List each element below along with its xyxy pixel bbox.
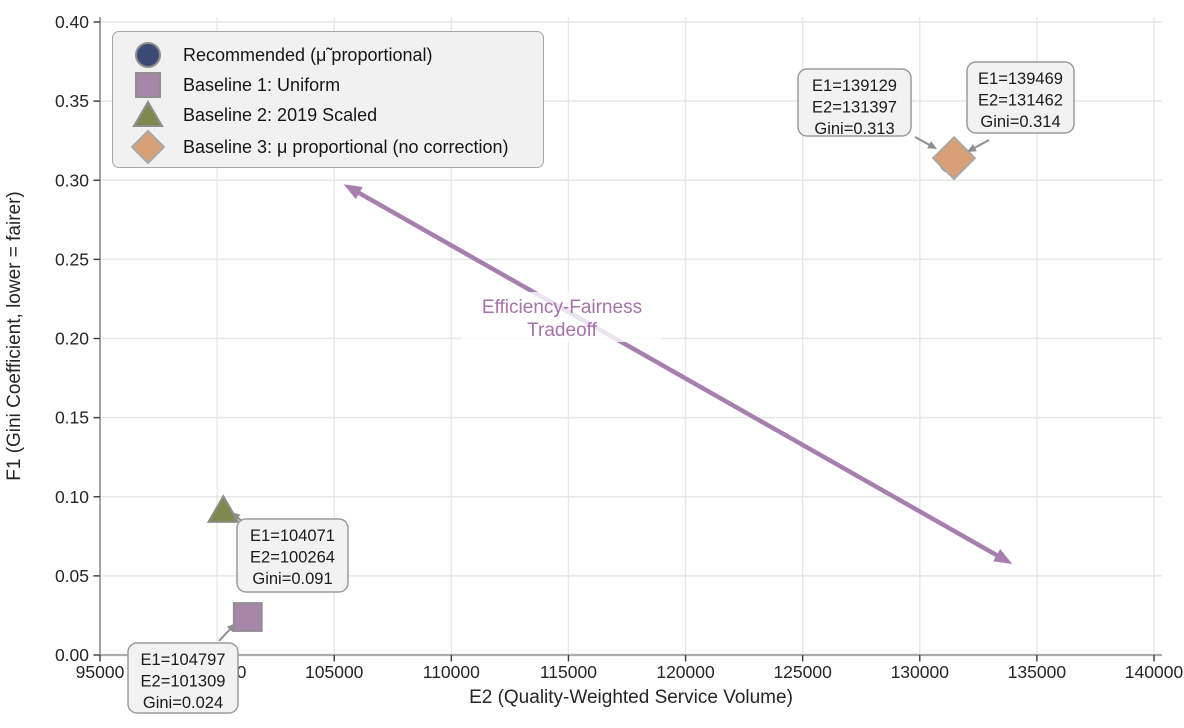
data-points <box>206 135 977 632</box>
annotation-arrow-head <box>927 141 937 149</box>
legend: Recommended (μ̃ proportional) Baseline 1… <box>112 31 544 168</box>
annotation-text-line: E2=100264 <box>250 549 335 567</box>
y-tick-label: 0.15 <box>55 408 89 428</box>
annotation-text-line: Gini=0.024 <box>143 694 223 712</box>
annotation-arrow-shaft <box>914 136 932 147</box>
annotation-arrow-shaft <box>218 627 232 642</box>
annotation-arrow-shaft <box>972 139 990 150</box>
triangle-marker-icon <box>127 100 169 130</box>
annotation-bg <box>236 518 349 593</box>
x-tick-label: 140000 <box>1125 662 1184 682</box>
y-tick-label: 0.20 <box>55 329 89 349</box>
tradeoff-arrow-shaft <box>355 189 1001 559</box>
y-tick-label: 0.30 <box>55 170 89 190</box>
tradeoff-label-bg <box>462 292 662 342</box>
annotation-box: E1=139469 E2=131462 Gini=0.314 <box>966 61 1075 152</box>
annotation-text-line: Gini=0.314 <box>980 113 1060 131</box>
annotation-box: E1=139129 E2=131397 Gini=0.313 <box>797 68 937 149</box>
legend-item-baseline2: Baseline 2: 2019 Scaled <box>127 100 533 130</box>
x-axis-label: E2 (Quality-Weighted Service Volume) <box>469 687 793 708</box>
annotation-text-line: E1=139129 <box>812 77 897 95</box>
annotation-text-line: E1=139469 <box>978 70 1063 88</box>
x-tick-label: 105000 <box>305 662 364 682</box>
tradeoff-label: Tradeoff <box>527 320 597 341</box>
y-tick-label: 0.00 <box>55 645 89 665</box>
legend-label: Baseline 2: 2019 Scaled <box>183 105 378 125</box>
annotation-box: E1=104797 E2=101309 Gini=0.024 <box>127 623 239 714</box>
legend-label: Baseline 3: μ proportional (no correctio… <box>183 137 509 157</box>
y-tick-label: 0.10 <box>55 487 89 507</box>
x-tick-label: 95000 <box>76 662 125 682</box>
annotation-text-line: E2=131397 <box>812 99 897 117</box>
legend-label: Baseline 1: Uniform <box>183 75 341 95</box>
x-tick-label: 115000 <box>540 662 597 682</box>
annotation-bg <box>797 68 912 137</box>
annotation-text-line: E1=104797 <box>141 651 226 669</box>
annotation-box: E1=104071 E2=100264 Gini=0.091 <box>231 512 349 593</box>
y-tick-label: 0.25 <box>55 249 89 269</box>
annotation-text-line: Gini=0.313 <box>814 120 894 138</box>
x-tick-label: 130000 <box>891 662 950 682</box>
legend-item-baseline1: Baseline 1: Uniform <box>127 70 533 100</box>
legend-item-baseline3: Baseline 3: μ proportional (no correctio… <box>127 130 533 164</box>
square-data-point <box>232 602 263 632</box>
y-axis-label: F1 (Gini Coefficient, lower = fairer) <box>4 191 25 481</box>
x-tick-label: 110000 <box>423 662 480 682</box>
y-tick-label: 0.05 <box>55 566 89 586</box>
annotation-text-line: E2=131462 <box>978 92 1063 110</box>
circle-marker-icon <box>127 40 169 70</box>
triangle-data-point <box>206 494 240 523</box>
tradeoff-arrow-head <box>993 549 1013 565</box>
y-tick-label: 0.35 <box>55 91 89 111</box>
square-marker-icon <box>127 70 169 100</box>
legend-item-recommended: Recommended (μ̃ proportional) <box>127 40 533 70</box>
tradeoff-arrow-head <box>343 184 363 200</box>
annotation-text-line: E2=101309 <box>141 673 226 691</box>
x-tick-label: 135000 <box>1008 662 1067 682</box>
x-tick-label: 120000 <box>656 662 715 682</box>
y-tick-label: 0.40 <box>55 12 89 32</box>
legend-label: Recommended (μ̃ proportional) <box>183 45 433 65</box>
x-tick-label: 125000 <box>773 662 832 682</box>
annotation-text-line: E1=104071 <box>250 527 335 545</box>
annotation-arrow-head <box>226 623 236 633</box>
annotation-bg <box>966 61 1075 134</box>
annotation-arrow-head <box>231 512 241 521</box>
annotation-bg <box>127 642 239 714</box>
diamond-marker-icon <box>127 130 169 164</box>
tradeoff-label: Efficiency-Fairness <box>482 297 642 318</box>
annotation-arrow-head <box>967 144 977 152</box>
annotation-text-line: Gini=0.091 <box>252 570 332 588</box>
